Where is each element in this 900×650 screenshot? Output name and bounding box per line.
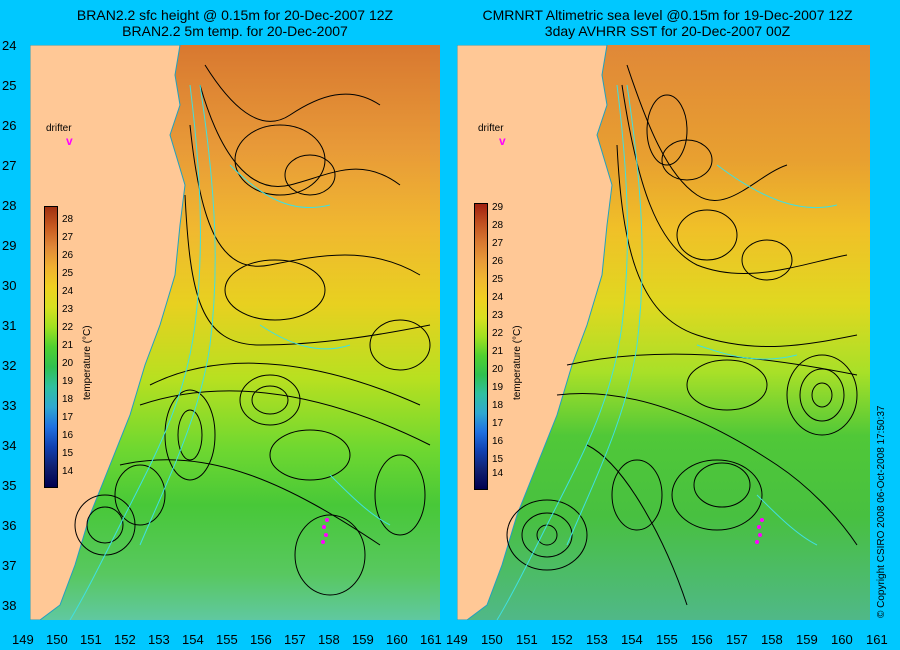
y-tick-25: 25	[2, 78, 17, 93]
panel2-cb-tick-25: 25	[492, 274, 504, 285]
x-tick-161: 161	[420, 632, 442, 647]
panel2-cb-tick-29: 29	[492, 202, 504, 213]
panel2-cb-tick-26: 26	[492, 256, 504, 267]
x-tick-160: 160	[386, 632, 408, 647]
panel1-title: BRAN2.2 sfc height @ 0.15m for 20-Dec-20…	[30, 7, 440, 39]
panel2-colorbar-title: temperature (°C)	[512, 325, 523, 400]
panel1-cb-tick-23: 23	[62, 304, 74, 315]
panel1-cb-tick-26: 26	[62, 250, 74, 261]
y-tick-33: 33	[2, 398, 17, 413]
panel2-cb-tick-20: 20	[492, 364, 504, 375]
panel2-cb-tick-19: 19	[492, 382, 504, 393]
x-tick-153: 153	[148, 632, 170, 647]
panel1-drifter-label: drifter	[46, 123, 72, 134]
panel1-cb-tick-25: 25	[62, 268, 74, 279]
panel2-cb-tick-23: 23	[492, 310, 504, 321]
panel1-map	[30, 45, 440, 620]
x-tick-160-right: 160	[831, 632, 853, 647]
y-tick-37: 37	[2, 558, 17, 573]
panel1-cb-tick-18: 18	[62, 394, 74, 405]
x-tick-156-right: 156	[691, 632, 713, 647]
panel1-cb-tick-21: 21	[62, 340, 74, 351]
x-tick-152-right: 152	[551, 632, 573, 647]
panel1-cb-tick-28: 28	[62, 214, 74, 225]
x-tick-155-right: 155	[656, 632, 678, 647]
x-tick-151-right: 151	[516, 632, 538, 647]
y-tick-32: 32	[2, 358, 17, 373]
x-tick-152: 152	[114, 632, 136, 647]
panel2-cb-tick-16: 16	[492, 436, 504, 447]
y-tick-28: 28	[2, 198, 17, 213]
y-tick-30: 30	[2, 278, 17, 293]
y-tick-24: 24	[2, 38, 17, 53]
panel1-cb-tick-20: 20	[62, 358, 74, 369]
copyright-text: © Copyright CSIRO 2008 06-Oct-2008 17:50…	[876, 405, 887, 619]
panel2-cb-tick-18: 18	[492, 400, 504, 411]
panel1-cb-tick-24: 24	[62, 286, 74, 297]
panel1-colorbar	[44, 206, 58, 488]
y-tick-31: 31	[2, 318, 17, 333]
panel2-colorbar	[474, 203, 488, 490]
y-tick-29: 29	[2, 238, 17, 253]
panel2-cb-tick-21: 21	[492, 346, 504, 357]
x-tick-155: 155	[216, 632, 238, 647]
panel2-title-line1: CMRNRT Altimetric sea level @0.15m for 1…	[482, 7, 853, 23]
x-tick-149-right: 149	[446, 632, 468, 647]
x-tick-150: 150	[46, 632, 68, 647]
panel2-cb-tick-15: 15	[492, 454, 504, 465]
x-tick-161-right: 161	[866, 632, 888, 647]
panel2-drifter-label: drifter	[478, 123, 504, 134]
panel1-cb-tick-14: 14	[62, 466, 74, 477]
panel1-cb-tick-22: 22	[62, 322, 74, 333]
panel2-cb-tick-28: 28	[492, 220, 504, 231]
x-tick-158: 158	[318, 632, 340, 647]
panel1-map-graphic	[30, 45, 440, 620]
panel2-drifter-icon: v	[499, 134, 506, 148]
panel1-cb-tick-17: 17	[62, 412, 74, 423]
y-tick-36: 36	[2, 518, 17, 533]
panel1-drifter-icon: v	[66, 134, 73, 148]
panel1-title-line1: BRAN2.2 sfc height @ 0.15m for 20-Dec-20…	[76, 7, 394, 23]
panel1-colorbar-title: temperature (°C)	[82, 325, 93, 400]
y-tick-35: 35	[2, 478, 17, 493]
panel2-map	[457, 45, 870, 620]
x-tick-158-right: 158	[761, 632, 783, 647]
panel2-cb-tick-14: 14	[492, 468, 504, 479]
panel1-cb-tick-27: 27	[62, 232, 74, 243]
panel2-map-graphic	[457, 45, 870, 620]
x-tick-154-right: 154	[621, 632, 643, 647]
panel2-title-line2: 3day AVHRR SST for 20-Dec-2007 00Z	[544, 23, 791, 39]
x-tick-159-right: 159	[796, 632, 818, 647]
y-tick-27: 27	[2, 158, 17, 173]
x-tick-157: 157	[284, 632, 306, 647]
x-tick-149: 149	[12, 632, 34, 647]
panel1-cb-tick-19: 19	[62, 376, 74, 387]
panel1-cb-tick-15: 15	[62, 448, 74, 459]
panel2-cb-tick-17: 17	[492, 418, 504, 429]
y-tick-38: 38	[2, 598, 17, 613]
x-tick-153-right: 153	[586, 632, 608, 647]
panel1-cb-tick-16: 16	[62, 430, 74, 441]
x-tick-159: 159	[352, 632, 374, 647]
panel2-cb-tick-22: 22	[492, 328, 504, 339]
panel2-title: CMRNRT Altimetric sea level @0.15m for 1…	[455, 7, 880, 39]
panel2-cb-tick-24: 24	[492, 292, 504, 303]
y-tick-34: 34	[2, 438, 17, 453]
panel1-title-line2: BRAN2.2 5m temp. for 20-Dec-2007	[122, 23, 348, 39]
y-tick-26: 26	[2, 118, 17, 133]
x-tick-154: 154	[182, 632, 204, 647]
x-tick-150-right: 150	[481, 632, 503, 647]
panel2-cb-tick-27: 27	[492, 238, 504, 249]
x-tick-157-right: 157	[726, 632, 748, 647]
x-tick-156: 156	[250, 632, 272, 647]
x-tick-151: 151	[80, 632, 102, 647]
